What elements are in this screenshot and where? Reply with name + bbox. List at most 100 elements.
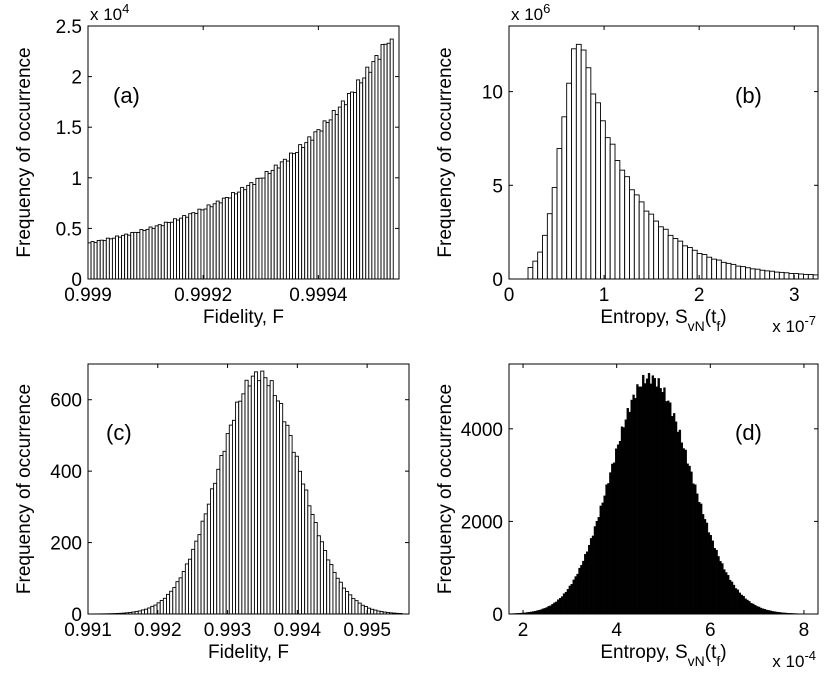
histogram-bar <box>587 544 591 615</box>
histogram-bar <box>593 526 597 615</box>
histogram-bar <box>585 67 592 280</box>
histogram-bar <box>651 375 655 615</box>
x-tick-label: 0.993 <box>204 620 252 641</box>
histogram-bar <box>687 247 693 280</box>
x-exponent-multiplier: x 10-4 <box>772 648 816 672</box>
histogram-bar <box>730 581 734 615</box>
histogram-bar <box>240 186 245 280</box>
histogram-bar <box>373 609 378 615</box>
histogram-bar <box>359 82 364 280</box>
y-exponent-base: x 10 <box>511 5 543 24</box>
histogram-bar <box>618 441 622 615</box>
histogram-bar <box>560 596 564 615</box>
histogram-bar <box>557 599 560 615</box>
histogram-bar <box>154 225 159 280</box>
histogram-bar <box>340 100 345 280</box>
histogram-bar <box>247 385 252 615</box>
histogram-bar <box>628 411 631 615</box>
histogram-bar <box>144 608 149 615</box>
histogram-bar <box>362 77 367 280</box>
y-tick-label: 1 <box>71 169 82 190</box>
histogram-bar <box>343 104 348 280</box>
histogram-bar <box>206 204 211 280</box>
histogram-bar <box>759 607 763 615</box>
histogram-bar <box>765 609 768 615</box>
histogram-bar <box>674 421 678 615</box>
histogram-bar <box>657 378 660 615</box>
histogram-bar <box>630 399 633 615</box>
histogram-bar <box>316 129 321 280</box>
histogram-bar <box>367 607 372 615</box>
histogram-bar <box>249 182 254 280</box>
histogram-bar <box>176 219 181 280</box>
histogram-bar <box>279 161 284 280</box>
histogram-bar <box>105 237 110 280</box>
histogram-bar <box>713 547 716 615</box>
y-axis-label: Frequency of occurrence <box>435 384 456 594</box>
histogram-bar <box>769 270 775 280</box>
histogram-bar <box>228 424 233 615</box>
histogram-bar <box>332 571 337 615</box>
histogram-bar <box>235 401 240 615</box>
histogram-bar <box>561 116 568 280</box>
histogram-bar <box>732 584 736 615</box>
x-axis-label-tail-sub: f <box>716 318 720 334</box>
histogram-bar <box>258 177 263 280</box>
histogram-bar <box>678 429 682 615</box>
x-tick-label: 0.991 <box>64 620 112 641</box>
histogram-bar <box>218 202 223 280</box>
histogram-bar <box>285 160 290 280</box>
histogram-bar <box>272 395 277 615</box>
histogram-bar <box>371 61 376 280</box>
x-axis-label-end: ) <box>720 307 726 328</box>
histogram-bar <box>551 604 554 615</box>
histogram-bar <box>139 229 144 280</box>
histogram-bar <box>788 272 795 280</box>
y-exponent-base: x 10 <box>90 5 122 24</box>
histogram-bar <box>754 268 761 280</box>
histogram-bar <box>260 370 265 615</box>
x-exponent-power: -4 <box>804 648 816 663</box>
histogram-bar <box>160 225 165 280</box>
histogram-bar <box>184 563 189 615</box>
histogram-bar <box>553 602 556 615</box>
histogram-bar <box>357 602 362 615</box>
histogram-bar <box>647 373 651 615</box>
histogram-bar <box>147 607 152 615</box>
histogram-bar <box>301 483 306 615</box>
histogram-bar <box>166 222 171 280</box>
histogram-bar <box>163 221 168 280</box>
histogram-bar <box>261 177 266 280</box>
x-tick-label: 0.994 <box>274 620 322 641</box>
histogram-bar <box>597 517 600 615</box>
histogram-bar <box>645 378 649 615</box>
histogram-bar <box>605 484 608 615</box>
histogram-bar <box>632 394 635 615</box>
histogram-bar <box>730 263 737 280</box>
panel-label: (a) <box>113 83 140 108</box>
histogram-bar <box>203 513 208 615</box>
histogram-bar <box>706 256 713 280</box>
y-axis-label: Frequency of occurrence <box>14 47 35 257</box>
histogram-bar <box>264 171 269 280</box>
histogram-bar <box>690 471 693 615</box>
y-axis-label: Frequency of occurrence <box>435 47 456 257</box>
histogram-bar <box>671 416 674 615</box>
histogram-bar <box>688 465 691 615</box>
histogram-bar <box>222 450 227 615</box>
y-exponent-multiplier: x 106 <box>511 1 550 25</box>
histogram-bar <box>169 590 174 615</box>
histogram-bar <box>292 153 297 280</box>
histogram-bar <box>213 482 218 615</box>
histogram-bar <box>178 577 183 615</box>
histogram-bar <box>181 571 186 615</box>
x-tick-label: 0.999 <box>64 285 112 306</box>
histogram-bar <box>182 215 187 280</box>
x-tick-label: 8 <box>799 620 810 641</box>
x-axis-label-sub: vN <box>688 318 705 334</box>
y-tick-label: 2.5 <box>56 17 82 38</box>
histogram-bar <box>329 564 334 615</box>
x-exponent-base: x 10 <box>772 317 804 336</box>
histogram-bar <box>672 238 679 280</box>
